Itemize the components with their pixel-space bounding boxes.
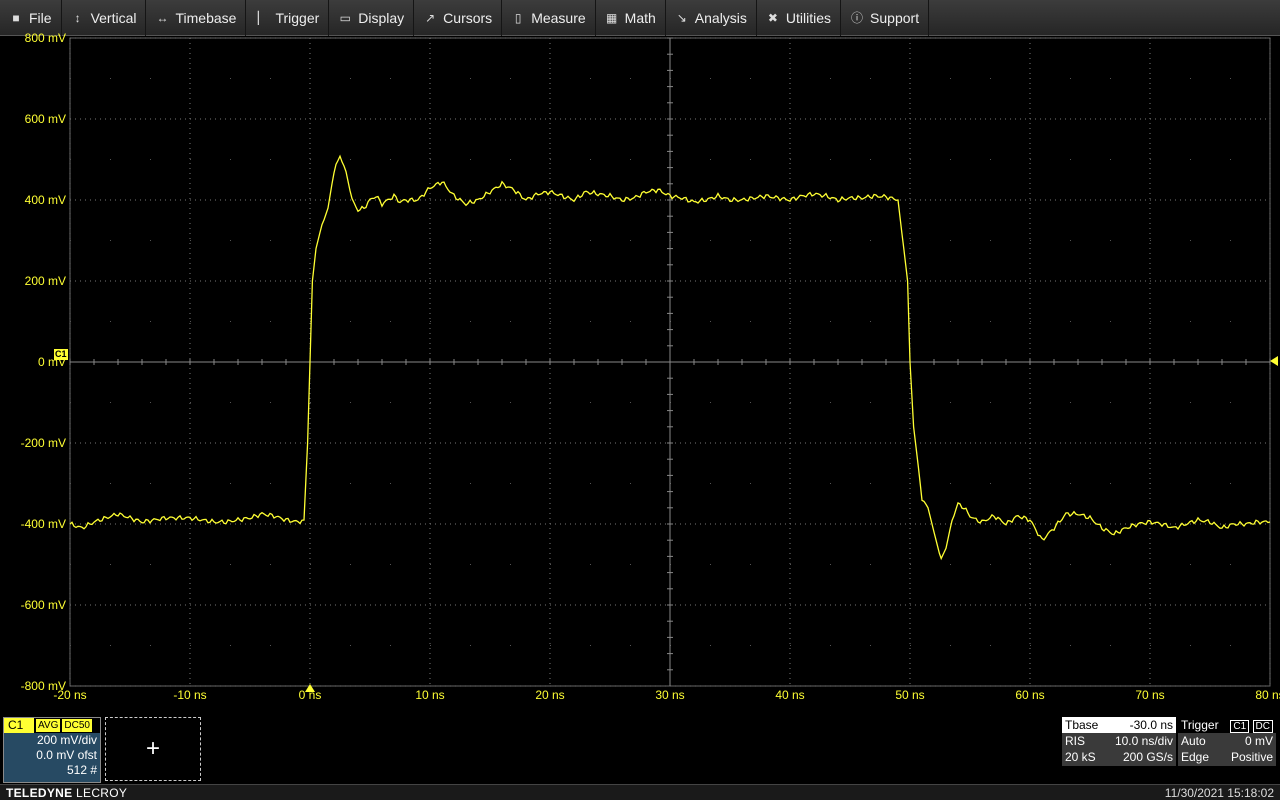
x-tick-label: 50 ns — [895, 688, 925, 702]
vertical-arrow-icon: ↕ — [74, 10, 81, 25]
y-tick-label: -400 mV — [20, 517, 66, 531]
display-icon: ▭ — [339, 10, 351, 25]
timebase-header: Tbase -30.0 ns — [1062, 717, 1176, 733]
x-tick-label: 20 ns — [535, 688, 565, 702]
trigger-mode: Auto — [1181, 734, 1206, 748]
wrench-icon: ✖ — [767, 10, 778, 25]
timebase-row-2: 20 kS 200 GS/s — [1062, 749, 1176, 765]
menu-bar: ■ File ↕ Vertical ↔ Timebase ▏ Trigger ▭ Display ↗… — [0, 0, 1280, 36]
status-bar: TELEDYNE LECROY 11/30/2021 15:18:02 — [0, 784, 1280, 800]
trigger-coupling-tag: DC — [1252, 719, 1273, 733]
menu-label: Support — [870, 9, 920, 26]
timebase-delay: -30.0 ns — [1129, 718, 1173, 732]
y-tick-label: -800 mV — [20, 679, 66, 693]
sample-rate: 200 GS/s — [1122, 750, 1173, 764]
time-per-div: 10.0 ns/div — [1114, 734, 1173, 748]
add-trace-button[interactable]: + — [105, 717, 201, 781]
sweep-count: 512 # — [66, 763, 97, 777]
menu-label: File — [29, 9, 52, 26]
trigger-source-tag: C1 — [1230, 719, 1250, 733]
x-tick-label: 80 ns — [1255, 688, 1280, 702]
trigger-row-2: Edge Positive — [1178, 749, 1276, 765]
menu-label: Display — [358, 9, 405, 26]
menu-analysis[interactable]: ↘ Analysis — [666, 0, 757, 36]
y-tick-label: -200 mV — [20, 436, 66, 450]
menu-label: Utilities — [785, 9, 832, 26]
menu-timebase[interactable]: ↔ Timebase — [146, 0, 247, 36]
waveform-plot[interactable] — [0, 36, 1280, 710]
channel-c1-header: C1 AVG DC50 — [4, 718, 100, 733]
y-tick-label: 200 mV — [24, 274, 66, 288]
menu-utilities[interactable]: ✖ Utilities — [757, 0, 842, 36]
timebase-row-1: RIS 10.0 ns/div — [1062, 733, 1176, 749]
y-tick-label: 800 mV — [24, 31, 66, 45]
x-tick-label: 40 ns — [775, 688, 805, 702]
c1-offset-marker[interactable]: C1 — [54, 349, 68, 360]
menu-label: Math — [624, 9, 656, 26]
menu-file[interactable]: ■ File — [0, 0, 62, 36]
trigger-icon: ▏ — [257, 10, 268, 25]
trigger-header: Trigger C1 DC — [1178, 717, 1276, 733]
menu-label: Vertical — [90, 9, 137, 26]
trigger-slope: Positive — [1230, 750, 1273, 764]
x-tick-label: 70 ns — [1135, 688, 1165, 702]
menu-math[interactable]: ▦ Math — [596, 0, 666, 36]
trigger-time-marker[interactable] — [305, 684, 315, 692]
trigger-level-marker[interactable] — [1270, 356, 1278, 366]
menu-label: Measure — [531, 9, 586, 26]
horizontal-arrow-icon: ↔ — [156, 10, 169, 25]
menu-label: Trigger — [275, 9, 320, 26]
menu-trigger[interactable]: ▏ Trigger — [246, 0, 330, 36]
menu-cursors[interactable]: ↗ Cursors — [414, 0, 503, 36]
menu-measure[interactable]: ▯ Measure — [502, 0, 596, 36]
menu-support[interactable]: ⓘ Support — [841, 0, 930, 36]
waveform-grid[interactable]: 800 mV 600 mV 400 mV 200 mV 0 mV -200 mV -400 … — [0, 31, 1280, 710]
vertical-scale: 200 mV/div — [36, 733, 97, 747]
x-tick-label: -10 ns — [173, 688, 207, 702]
x-tick-label: 60 ns — [1015, 688, 1045, 702]
trigger-level: 0 mV — [1244, 734, 1273, 748]
trigger-descriptor[interactable]: Trigger C1 DC Auto 0 mV Edge Positive — [1178, 717, 1276, 766]
y-tick-label: 600 mV — [24, 112, 66, 126]
plus-icon: + — [145, 735, 160, 762]
info-icon: ⓘ — [851, 11, 864, 25]
coupling-tag: DC50 — [62, 719, 92, 732]
timebase-descriptor[interactable]: Tbase -30.0 ns RIS 10.0 ns/div 20 kS 200… — [1062, 717, 1176, 766]
vertical-offset: 0.0 mV ofst — [36, 748, 97, 762]
x-tick-label: 30 ns — [655, 688, 685, 702]
menu-label: Timebase — [175, 9, 237, 26]
menu-label: Analysis — [694, 9, 747, 26]
timebase-label: Tbase — [1065, 718, 1099, 732]
calculator-icon: ▦ — [605, 10, 618, 25]
x-tick-label: -20 ns — [53, 688, 87, 702]
menu-vertical[interactable]: ↕ Vertical — [62, 0, 147, 36]
brand-logo: TELEDYNE LECROY — [6, 785, 128, 800]
trigger-row-1: Auto 0 mV — [1178, 733, 1276, 749]
trigger-type: Edge — [1181, 750, 1210, 764]
descriptor-panel: C1 AVG DC50 200 mV/div 0.0 mV ofst 512 #… — [0, 710, 1280, 784]
waveform-trace-c1 — [69, 154, 1271, 561]
x-tick-label: 10 ns — [415, 688, 445, 702]
date-time: 11/30/2021 15:18:02 — [1164, 785, 1274, 800]
channel-name: C1 — [4, 718, 34, 733]
channel-c1-descriptor[interactable]: C1 AVG DC50 200 mV/div 0.0 mV ofst 512 # — [3, 717, 101, 783]
file-icon: ■ — [12, 10, 20, 25]
measure-icon: ▯ — [514, 10, 522, 25]
menu-label: Cursors — [443, 9, 493, 26]
sampling-mode: RIS — [1065, 734, 1086, 748]
y-tick-label: -600 mV — [20, 598, 66, 612]
y-tick-label: 400 mV — [24, 193, 66, 207]
avg-tag: AVG — [36, 719, 61, 732]
analysis-chart-icon: ↘ — [676, 10, 687, 25]
cursor-icon: ↗ — [425, 10, 436, 25]
x-tick-label: 0 ns — [298, 688, 322, 702]
menu-display[interactable]: ▭ Display — [329, 0, 415, 36]
trigger-label: Trigger — [1181, 718, 1219, 732]
sample-count: 20 kS — [1065, 750, 1096, 764]
